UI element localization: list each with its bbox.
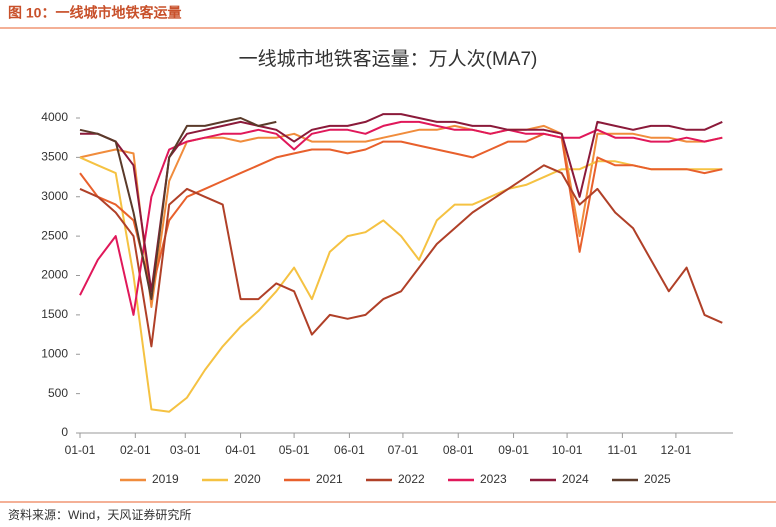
- x-tick-label: 11-01: [607, 443, 637, 457]
- x-tick-label: 12-01: [661, 443, 692, 457]
- legend-label: 2019: [152, 472, 179, 486]
- legend-label: 2025: [644, 472, 671, 486]
- x-tick-label: 05-01: [279, 443, 310, 457]
- legend-label: 2023: [480, 472, 507, 486]
- x-tick-label: 10-01: [552, 443, 583, 457]
- x-tick-label: 01-01: [65, 443, 96, 457]
- x-tick-label: 02-01: [120, 443, 151, 457]
- y-tick-label: 3500: [41, 150, 68, 164]
- legend-label: 2021: [316, 472, 343, 486]
- chart-title: 一线城市地铁客运量：万人次(MA7): [239, 48, 538, 70]
- series-line: [79, 117, 277, 301]
- source-note: 资料来源：Wind，天风证券研究所: [8, 507, 191, 522]
- x-tick-label: 08-01: [443, 443, 474, 457]
- x-tick-label: 04-01: [225, 443, 256, 457]
- series-line: [80, 113, 723, 293]
- y-tick-label: 2000: [41, 268, 68, 282]
- y-tick-label: 3000: [41, 189, 68, 203]
- y-tick-label: 4000: [41, 110, 68, 124]
- y-tick-label: 500: [48, 386, 68, 400]
- x-tick-label: 03-01: [170, 443, 201, 457]
- series-line: [79, 164, 723, 348]
- legend-label: 2024: [562, 472, 589, 486]
- figure-header: 图 10：一线城市地铁客运量: [8, 5, 181, 21]
- x-tick-label: 07-01: [388, 443, 419, 457]
- legend-label: 2020: [234, 472, 261, 486]
- x-tick-label: 09-01: [498, 443, 529, 457]
- series-line: [79, 120, 723, 316]
- y-tick-label: 1500: [41, 307, 68, 321]
- series-line: [79, 156, 723, 413]
- legend-label: 2022: [398, 472, 425, 486]
- series-line: [79, 124, 723, 308]
- y-tick-label: 1000: [41, 346, 68, 360]
- series-line: [79, 132, 723, 293]
- y-tick-label: 0: [61, 425, 68, 439]
- y-tick-label: 2500: [41, 228, 68, 242]
- x-tick-label: 06-01: [334, 443, 365, 457]
